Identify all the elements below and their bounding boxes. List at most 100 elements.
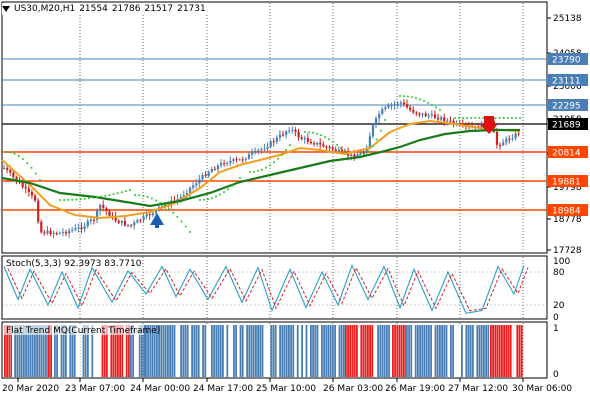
candle-bear <box>313 143 316 145</box>
candle-bull <box>120 221 123 223</box>
candle-bull <box>514 133 517 139</box>
hist-bar-up <box>235 325 237 377</box>
hist-bar-down <box>400 325 403 377</box>
hist-bar-down <box>106 325 108 377</box>
psar-dot <box>67 198 70 201</box>
price-tick-label: 19798 <box>553 183 582 193</box>
candle-bear <box>108 211 111 216</box>
hist-bar-up <box>381 325 384 377</box>
candle-bear <box>139 220 142 222</box>
candle-bull <box>232 159 235 161</box>
psar-dot <box>359 154 361 156</box>
hist-label-bg <box>4 324 144 335</box>
hist-bar-up <box>178 325 180 377</box>
psar-dot <box>265 166 267 169</box>
triangle-down-icon[interactable] <box>2 6 10 12</box>
candle-bear <box>117 220 120 223</box>
hist-bar-up <box>272 325 275 377</box>
hist-bar-up <box>432 325 435 377</box>
hist-bar-up <box>213 325 215 377</box>
hist-bar-up <box>414 325 417 377</box>
candle-bear <box>105 208 108 212</box>
hist-bar-up <box>171 325 174 377</box>
candle-bull <box>263 148 266 150</box>
hist-bar-up <box>149 325 152 377</box>
candle-bear <box>80 227 83 229</box>
hist-bar-down <box>353 325 356 377</box>
psar-dot <box>482 117 485 119</box>
hist-bar-up <box>62 325 65 377</box>
hist-bar-up <box>244 325 246 377</box>
hist-bar-down <box>394 325 396 377</box>
hist-bar-up <box>257 325 259 377</box>
hist-bar-up <box>292 325 295 377</box>
hist-bar-up <box>283 325 286 377</box>
psar-dot <box>419 98 421 101</box>
candle-bear <box>437 117 440 120</box>
time-tick-label: 26 Mar 03:00 <box>323 384 383 394</box>
candle-bear <box>322 144 325 147</box>
hist-bar-up <box>158 325 160 377</box>
psar-dot <box>431 103 433 106</box>
candle-bear <box>235 159 238 161</box>
candle-bull <box>68 230 71 234</box>
psar-dot <box>494 117 497 119</box>
candle-bull <box>220 163 223 166</box>
hist-bar-down <box>371 325 374 377</box>
candle-bull <box>291 129 294 131</box>
candle-bear <box>9 170 12 173</box>
candle-bull <box>61 231 65 233</box>
psar-dot <box>124 190 127 193</box>
candle-bull <box>226 163 229 165</box>
candle-bear <box>309 141 313 144</box>
level-label: 18984 <box>552 207 581 217</box>
candle-bull <box>368 136 371 148</box>
hist-level-label: 1 <box>553 324 559 334</box>
hist-bar-down <box>52 325 55 377</box>
level-label-bg <box>548 74 588 86</box>
candle-bear <box>328 146 331 148</box>
hist-bar-down <box>349 325 352 377</box>
psar-dot <box>100 195 103 198</box>
hist-bar-up <box>461 325 463 377</box>
hist-bar-up <box>447 325 450 377</box>
arrow-up-icon <box>150 213 164 228</box>
level-label: 21689 <box>552 121 581 131</box>
psar-dot <box>112 193 115 196</box>
candle-bear <box>340 149 344 151</box>
candle-bull <box>396 103 399 105</box>
hist-bar-down <box>114 325 117 377</box>
stoch-level-label: 100 <box>553 257 570 267</box>
hist-bar-up <box>136 325 139 377</box>
candle-bull <box>154 209 158 214</box>
hist-bar-up <box>193 325 196 377</box>
hist-bar-down <box>123 325 126 377</box>
hist-bar-up <box>379 325 382 377</box>
candle-bull <box>74 228 77 230</box>
level-label-bg <box>548 118 588 130</box>
candle-bull <box>371 125 375 137</box>
level-label-bg <box>548 204 588 216</box>
candle-bull <box>399 102 402 104</box>
candle-bull <box>189 187 192 194</box>
candle-bear <box>409 107 412 111</box>
hist-bar-down <box>501 325 503 377</box>
candle-bear <box>30 191 34 196</box>
hist-bar-up <box>307 325 310 377</box>
candle-bull <box>247 154 251 159</box>
hist-bar-up <box>134 325 137 377</box>
time-tick-label: 24 Mar 17:00 <box>193 384 253 394</box>
hist-bar-down <box>507 325 510 377</box>
hist-bar-up <box>377 325 379 377</box>
hist-bar-down <box>518 325 521 377</box>
psar-dot <box>108 194 111 197</box>
hist-bar-up <box>40 325 43 377</box>
hist-bar-up <box>189 325 191 377</box>
psar-dot <box>324 136 326 138</box>
psar-dot <box>163 204 166 207</box>
candle-bear <box>331 147 334 150</box>
time-tick-label: 26 Mar 19:00 <box>385 384 445 394</box>
candle-bear <box>49 230 52 235</box>
